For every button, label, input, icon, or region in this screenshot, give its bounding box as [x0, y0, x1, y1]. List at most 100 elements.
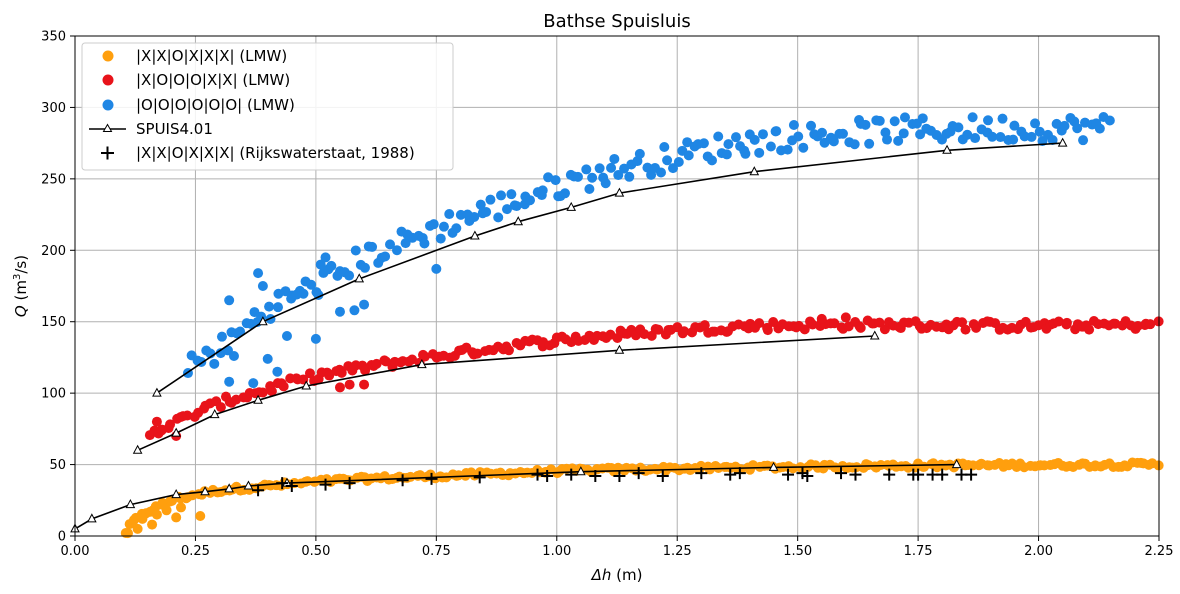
y-tick-label: 0	[58, 530, 66, 545]
blue-scatter-point	[272, 366, 283, 377]
blue-scatter-point	[683, 150, 694, 161]
blue-scatter-point	[1026, 131, 1037, 142]
y-axis-title: Q (m3/s)	[12, 255, 30, 317]
red-scatter-point	[829, 318, 840, 329]
red-scatter-point	[1061, 317, 1072, 328]
blue-scatter-point	[306, 279, 317, 290]
rijkswaterstaat-point	[252, 484, 265, 497]
blue-scatter-point	[451, 223, 462, 234]
blue-scatter-point	[224, 376, 235, 387]
red-scatter-point	[151, 416, 162, 427]
y-axis-unit-sup: 3	[12, 274, 23, 280]
red-scatter-point	[840, 312, 851, 323]
blue-scatter-point	[291, 289, 302, 300]
blue-scatter-point	[310, 333, 321, 344]
blue-scatter-point	[706, 155, 717, 166]
blue-scatter-point	[525, 195, 536, 206]
legend-label-blue: |O|O|O|O|O|O| (LMW)	[136, 96, 295, 114]
y-tick-label: 50	[49, 458, 66, 473]
spuis-marker	[566, 201, 577, 211]
blue-scatter-point	[1047, 135, 1058, 146]
spuis-marker	[1057, 137, 1068, 147]
spuis-marker	[614, 187, 625, 197]
blue-scatter-point	[619, 163, 630, 174]
rijkswaterstaat-point	[965, 468, 978, 481]
spuis-marker	[152, 387, 162, 397]
x-tick-label: 1.50	[783, 544, 812, 559]
blue-scatter-point	[334, 306, 345, 317]
blue-scatter-point	[882, 134, 893, 145]
blue-scatter-point	[898, 128, 909, 139]
blue-scatter-point	[953, 122, 964, 133]
blue-scatter-point	[315, 259, 326, 270]
rijkswaterstaat-point	[733, 467, 746, 480]
blue-scatter-point	[1009, 120, 1020, 131]
spuis-marker	[209, 409, 220, 419]
blue-scatter-point	[624, 171, 635, 182]
blue-scatter-point	[228, 351, 239, 361]
y-tick-label: 350	[41, 30, 66, 45]
blue-scatter-point	[798, 142, 809, 153]
blue-scatter-point	[435, 233, 446, 244]
red-scatter-point	[419, 351, 430, 362]
orange-scatter-point	[137, 513, 148, 524]
blue-scatter-point	[496, 190, 507, 201]
blue-scatter-point	[380, 251, 391, 262]
blue-scatter-point	[506, 189, 517, 200]
y-tick-label: 200	[41, 244, 66, 259]
red-scatter-point	[762, 325, 773, 336]
legend-marker-spuis	[102, 123, 113, 132]
blue-scatter-point	[400, 238, 411, 249]
blue-scatter-point	[349, 305, 360, 316]
x-tick-label: 0.00	[61, 544, 90, 559]
blue-scatter-point	[757, 129, 768, 140]
red-scatter-point	[215, 402, 226, 413]
blue-scatter-point	[889, 116, 900, 127]
blue-scatter-point	[793, 131, 804, 142]
orange-scatter-point	[151, 509, 162, 520]
y-tick-label: 150	[41, 315, 66, 330]
red-scatter-point	[371, 358, 382, 369]
red-scatter-point	[1145, 319, 1156, 330]
blue-scatter-point	[209, 358, 220, 369]
x-tick-label: 2.00	[1024, 544, 1053, 559]
blue-scatter-point	[1034, 126, 1045, 137]
blue-scatter-point	[550, 175, 561, 186]
legend-label-orange: |X|X|O|X|X|X| (LMW)	[136, 47, 287, 65]
legend-box	[81, 42, 454, 171]
blue-scatter-point	[1008, 134, 1019, 145]
orange-scatter-point	[147, 519, 158, 530]
legend-marker-orange	[102, 50, 114, 62]
blue-scatter-point	[731, 132, 742, 143]
x-tick-label: 0.25	[181, 544, 210, 559]
spuis-marker	[132, 444, 143, 454]
blue-scatter-point	[438, 221, 449, 232]
y-axis-unit-post: /s)	[12, 255, 30, 274]
blue-scatter-point	[264, 301, 275, 312]
blue-scatter-point	[320, 252, 331, 263]
red-scatter-point	[855, 322, 866, 333]
legend-marker-red	[102, 74, 114, 86]
rijkswaterstaat-point	[801, 470, 814, 482]
blue-scatter-point	[788, 119, 799, 130]
blue-scatter-point	[273, 302, 284, 313]
blue-scatter-point	[849, 139, 860, 150]
legend-label-red: |X|O|O|O|X|X| (LMW)	[136, 71, 290, 89]
x-axis-unit: (m)	[611, 566, 642, 584]
legend-marker-blue	[102, 99, 114, 111]
red-scatter-point	[960, 324, 971, 335]
series-spuis	[70, 137, 1068, 533]
red-scatter-point	[679, 326, 690, 337]
rijkswaterstaat-point	[613, 470, 626, 482]
blue-scatter-point	[1030, 118, 1041, 129]
y-axis-unit-pre: (m	[12, 280, 30, 305]
spuis-marker	[942, 144, 952, 154]
blue-scatter-point	[600, 178, 611, 189]
red-scatter-point	[359, 379, 370, 390]
rijkswaterstaat-point	[473, 471, 486, 484]
blue-scatter-point	[485, 194, 496, 205]
rijkswaterstaat-point	[849, 468, 862, 481]
blue-scatter-point	[962, 129, 973, 140]
spuis-marker	[125, 499, 136, 509]
blue-scatter-point	[997, 113, 1008, 124]
